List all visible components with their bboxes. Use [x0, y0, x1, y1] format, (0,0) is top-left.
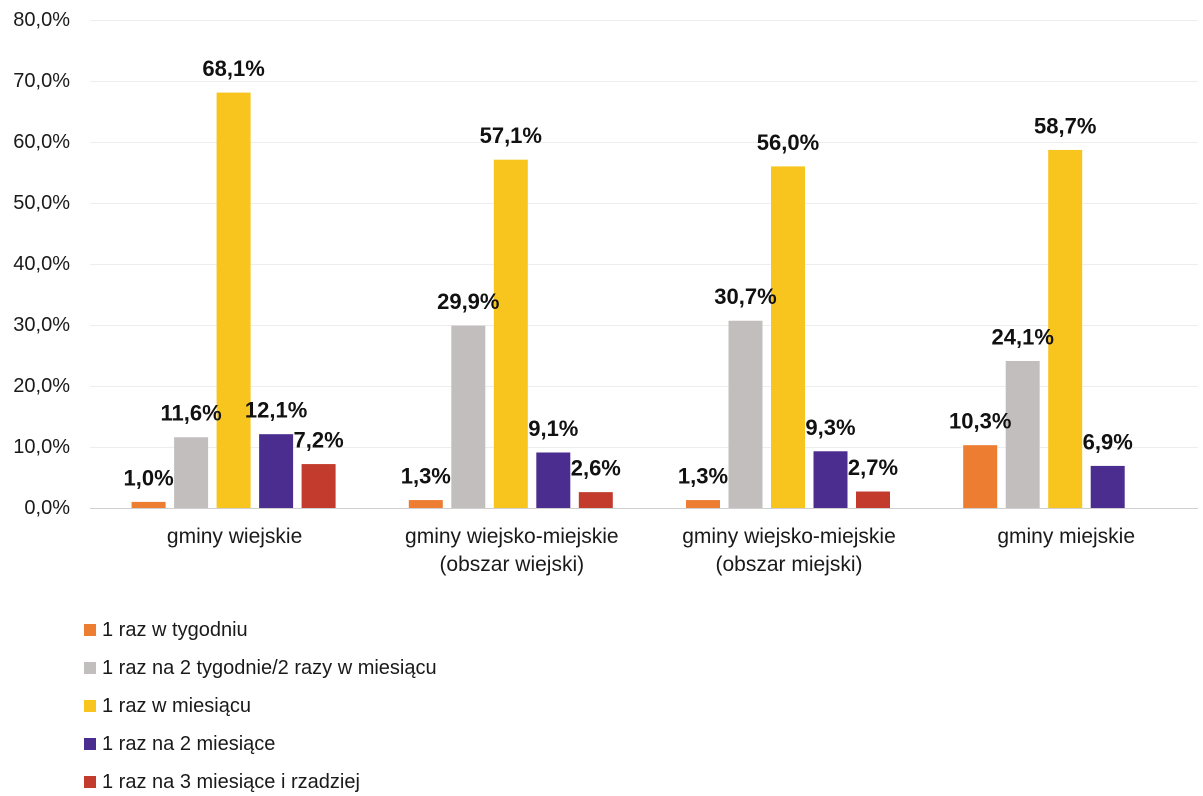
series-1-bars: [131, 445, 998, 508]
data-label-series-3-category-2: 57,1%: [480, 123, 542, 148]
data-label-series-2-category-2: 29,9%: [437, 289, 499, 314]
bar-series-1-category-1: [131, 501, 166, 508]
y-tick-label-5: 40,0%: [13, 253, 70, 275]
data-label-series-4-category-4: 6,9%: [1083, 429, 1133, 454]
series-4-bars: [259, 434, 1125, 508]
data-label-series-1-category-4: 10,3%: [949, 409, 1011, 434]
data-label-series-2-category-4: 24,1%: [992, 324, 1054, 349]
bar-series-2-category-3: [728, 320, 763, 508]
y-tick-label-4: 30,0%: [13, 314, 70, 336]
data-label-series-2-category-3: 30,7%: [714, 284, 776, 309]
y-tick-label-9: 80,0%: [13, 9, 70, 31]
legend-swatch-2: [84, 662, 96, 674]
legend-item-1: 1 raz w tygodniu: [84, 617, 437, 643]
legend-label-4: 1 raz na 2 miesiące: [102, 733, 276, 755]
data-label-series-1-category-2: 1,3%: [401, 464, 451, 489]
legend: 1 raz w tygodniu 1 raz na 2 tygodnie/2 r…: [84, 617, 437, 795]
data-label-series-4-category-1: 12,1%: [245, 398, 307, 423]
data-label-series-4-category-2: 9,1%: [528, 416, 578, 441]
bar-series-3-category-4: [1048, 149, 1083, 508]
bar-series-3-category-2: [493, 159, 528, 508]
bar-series-4-category-3: [813, 451, 848, 508]
y-tick-label-2: 10,0%: [13, 436, 70, 458]
bar-series-1-category-3: [686, 500, 720, 508]
bar-series-3-category-3: [771, 166, 805, 508]
x-category-label-4: gminy miejskie: [997, 525, 1136, 548]
legend-item-4: 1 raz na 2 miesiące: [84, 731, 437, 757]
series-2-bars: [174, 320, 1040, 508]
legend-swatch-3: [84, 700, 96, 712]
y-tick-label-7: 60,0%: [13, 131, 70, 153]
legend-swatch-1: [84, 624, 96, 636]
data-label-series-3-category-3: 56,0%: [757, 130, 819, 155]
legend-item-2: 1 raz na 2 tygodnie/2 razy w miesiącu: [84, 655, 437, 681]
x-category-label-2: gminy wiejsko-miejskie (obszar wiejski): [405, 525, 619, 576]
y-tick-label-6: 50,0%: [13, 192, 70, 214]
y-tick-label-1: 0,0%: [24, 497, 70, 519]
bar-series-1-category-2: [408, 500, 443, 508]
data-labels: 1,0% 1,3% 1,3% 10,3% 11,6% 29,9% 30,7% 24,1% 68,…: [124, 56, 1133, 490]
data-label-series-4-category-3: 9,3%: [805, 415, 855, 440]
y-tick-label-8: 70,0%: [13, 70, 70, 92]
y-tick-label-3: 20,0%: [13, 375, 70, 397]
bar-series-5-category-3: [856, 491, 890, 508]
data-label-series-1-category-3: 1,3%: [678, 464, 728, 489]
data-label-series-5-category-1: 7,2%: [294, 428, 344, 453]
bar-series-4-category-2: [536, 452, 571, 508]
data-label-series-5-category-2: 2,6%: [571, 456, 621, 481]
bar-series-4-category-4: [1090, 465, 1125, 508]
data-label-series-3-category-1: 68,1%: [202, 56, 264, 81]
data-label-series-5-category-3: 2,7%: [848, 455, 898, 480]
bar-series-2-category-1: [174, 437, 209, 508]
bar-series-2-category-2: [451, 325, 486, 508]
y-axis-tick-labels: 0,0% 10,0% 20,0% 30,0% 40,0% 50,0% 60,0% 70,0% 8…: [13, 9, 70, 519]
series-5-bars: [301, 464, 890, 508]
data-label-series-2-category-1: 11,6%: [161, 401, 222, 426]
bar-series-1-category-4: [963, 445, 998, 508]
x-category-label-3: gminy wiejsko-miejskie (obszar miejski): [682, 525, 896, 576]
legend-swatch-4: [84, 738, 96, 750]
legend-swatch-5: [84, 776, 96, 788]
data-label-series-3-category-4: 58,7%: [1034, 113, 1096, 138]
series-3-bars: [216, 92, 1083, 508]
legend-item-3: 1 raz w miesiącu: [84, 693, 437, 719]
bar-series-2-category-4: [1005, 360, 1040, 508]
bar-series-3-category-1: [216, 92, 251, 508]
legend-label-1: 1 raz w tygodniu: [102, 619, 248, 641]
x-category-label-1: gminy wiejskie: [166, 525, 303, 548]
legend-label-2: 1 raz na 2 tygodnie/2 razy w miesiącu: [102, 657, 437, 679]
bar-series-4-category-1: [259, 434, 294, 508]
data-label-series-1-category-1: 1,0%: [124, 465, 174, 490]
legend-item-5: 1 raz na 3 miesiące i rzadziej: [84, 769, 437, 795]
legend-label-3: 1 raz w miesiącu: [102, 695, 251, 717]
legend-label-5: 1 raz na 3 miesiące i rzadziej: [102, 771, 360, 793]
bar-series-5-category-2: [578, 492, 613, 508]
bar-series-5-category-1: [301, 464, 336, 508]
